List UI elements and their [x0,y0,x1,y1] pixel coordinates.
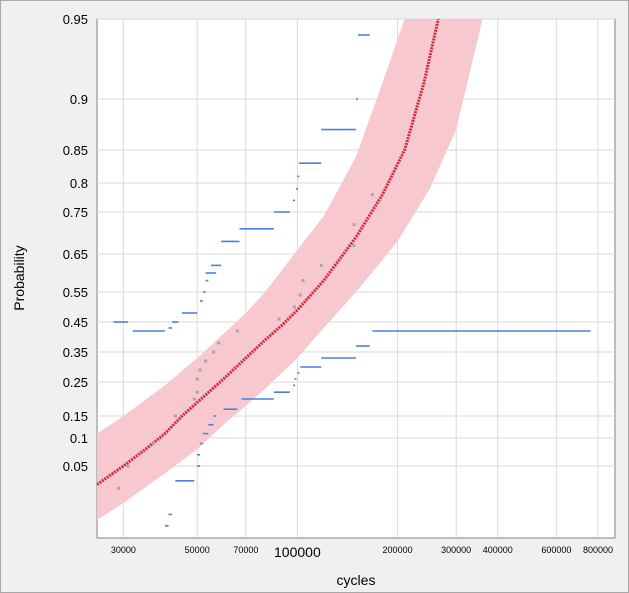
data-point [192,397,196,401]
y-tick-label: 0.95 [63,12,88,27]
x-tick-label: 100000 [274,544,321,560]
fit-curve [97,19,440,486]
y-tick-label: 0.8 [70,176,88,191]
points-layer [116,193,374,490]
data-point [152,442,156,446]
confidence-band-area [97,19,483,521]
y-tick-label: 0.05 [63,459,88,474]
data-point [195,390,199,394]
y-tick-label: 0.35 [63,345,88,360]
data-point [126,464,130,468]
x-tick-label: 50000 [185,545,210,555]
y-tick-label: 0.75 [63,205,88,220]
data-point [298,293,302,297]
y-tick-label: 0.25 [63,375,88,390]
data-point [195,377,199,381]
x-axis-label: cycles [337,572,376,588]
x-tick-label: 800000 [583,545,613,555]
data-point [352,244,356,248]
data-point [204,359,208,363]
data-point [173,414,177,418]
y-tick-label: 0.55 [63,285,88,300]
y-tick-labels: 0.05 0.1 0.15 0.25 0.35 0.45 0.55 0.65 0.75 0.8 0.… [63,12,88,474]
data-point [277,317,281,321]
x-tick-label: 400000 [483,545,513,555]
data-point [116,486,120,490]
y-axis-label: Probability [11,245,27,310]
data-point [292,305,296,309]
y-tick-label: 0.1 [70,431,88,446]
x-tick-label: 300000 [441,545,471,555]
data-point [301,279,305,283]
x-tick-label: 600000 [541,545,571,555]
data-point [212,350,216,354]
x-tick-label: 70000 [233,545,258,555]
data-point [352,223,356,227]
y-tick-label: 0.85 [63,143,88,158]
y-tick-label: 0.15 [63,409,88,424]
y-tick-label: 0.9 [70,92,88,107]
data-point [319,263,323,267]
y-tick-label: 0.65 [63,247,88,262]
data-point [370,193,374,197]
y-tick-label: 0.45 [63,315,88,330]
confidence-band [97,19,483,521]
grid [97,18,615,538]
data-point [235,329,239,333]
fit-curve-layer [97,19,440,486]
bounds-layer [113,34,591,527]
x-tick-labels: 30000 50000 70000 100000 200000 300000 400000 6… [111,544,613,560]
data-point [217,341,221,345]
x-tick-label: 200000 [383,545,413,555]
data-point [198,368,202,372]
x-tick-label: 30000 [111,545,136,555]
